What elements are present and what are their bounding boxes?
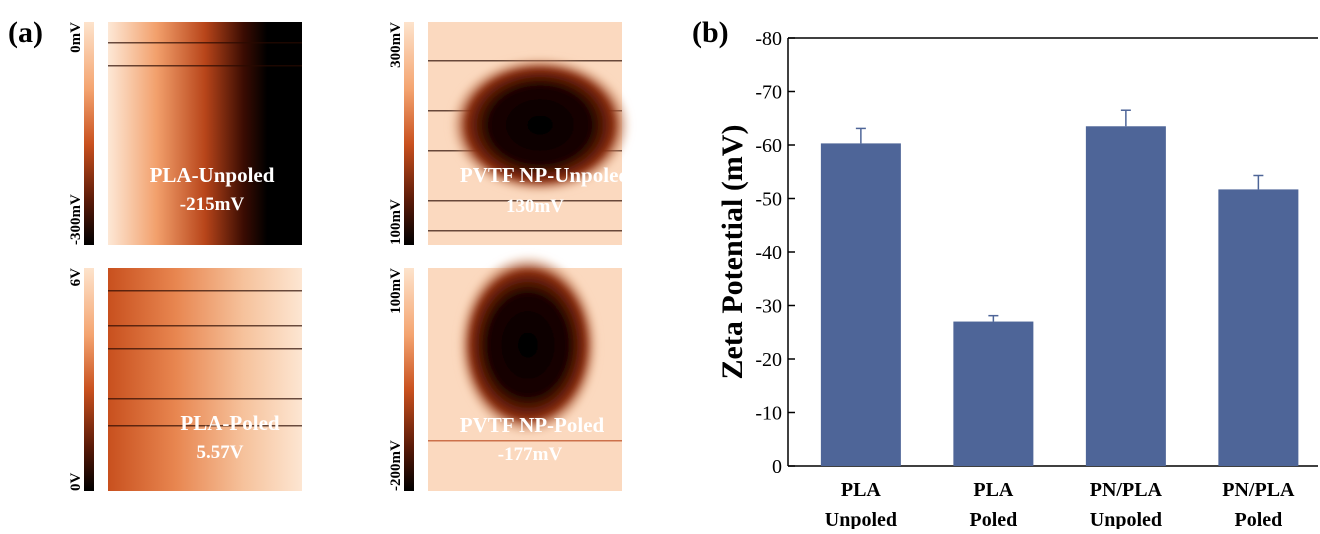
afm-image: 0mV -300mV PLA-Unpoled -215mV [68, 22, 302, 245]
bar [953, 321, 1034, 466]
image-value: -215mV [180, 194, 245, 215]
scan-line [108, 65, 302, 67]
x-tick-label: PLA [841, 479, 882, 501]
error-bar [1253, 174, 1264, 190]
y-tick-label: 0 [772, 456, 782, 478]
image-title: PVTF NP-Unpoled [460, 163, 630, 187]
x-tick-label: Poled [1234, 509, 1282, 529]
x-tick-label: PLA [973, 479, 1014, 501]
scale-min: -200mV [388, 440, 404, 491]
y-tick-label: -50 [755, 189, 782, 211]
scale-max: 300mV [388, 22, 404, 68]
colorbar [84, 22, 94, 245]
y-tick-label: -20 [755, 349, 782, 371]
scan-line [108, 348, 302, 350]
scan-line [108, 42, 302, 44]
x-tick-label: PN/PLA [1090, 479, 1163, 501]
image-bg [108, 22, 302, 245]
scan-line [108, 325, 302, 327]
afm-image: 100mV -200mV PVTF NP-Poled -177mV [388, 253, 622, 491]
panel-label: (b) [692, 16, 729, 49]
scan-line [108, 425, 302, 427]
scan-line [108, 398, 302, 400]
scale-min: 100mV [388, 199, 404, 245]
afm-image: 300mV 100mV PVTF NP-Unpoled 130mV [388, 22, 632, 245]
scan-line [428, 440, 622, 442]
bar [820, 143, 901, 466]
y-tick-label: -40 [755, 242, 782, 264]
colorbar [84, 268, 94, 491]
y-tick-label: -30 [755, 296, 782, 318]
error-bar [988, 314, 999, 322]
scan-line [428, 230, 622, 232]
x-tick-label: PN/PLA [1222, 479, 1295, 501]
scan-line [428, 200, 622, 202]
y-axis-label: Zeta Potential (mV) [716, 125, 749, 380]
y-tick-label: -10 [755, 403, 782, 425]
image-value: 5.57V [197, 442, 244, 463]
image-value: 130mV [506, 196, 564, 217]
scan-line [108, 290, 302, 292]
scale-max: 100mV [388, 268, 404, 314]
panel-a: (a) 0mV -300mV PLA-Unpoled -215mV 300mV 100mV P… [8, 16, 632, 491]
image-bg [108, 268, 302, 491]
image-title: PVTF NP-Poled [460, 413, 605, 437]
image-value: -177mV [498, 444, 563, 465]
colorbar [404, 268, 414, 491]
x-tick-label: Poled [969, 509, 1017, 529]
colorbar [404, 22, 414, 245]
dark-domain [456, 253, 600, 437]
panel-b: (b) 0 -10 -20 -30 -40 -50 -60 -70 -80 Zeta Potenti… [692, 16, 1318, 531]
x-tick-label: Unpoled [825, 509, 897, 529]
scale-max: 6V [68, 268, 84, 287]
x-tick-label: Unpoled [1090, 509, 1162, 529]
y-tick-label: -60 [755, 135, 782, 157]
image-title: PLA-Poled [180, 411, 279, 435]
panel-label: (a) [8, 16, 43, 49]
bar [1218, 189, 1299, 466]
error-bar [855, 127, 866, 144]
dark-domain [448, 55, 632, 195]
scale-max: 0mV [68, 22, 84, 53]
y-tick-label: -70 [755, 82, 782, 104]
scale-min: 0V [68, 473, 84, 492]
y-tick-label: -80 [755, 28, 782, 50]
bar [1085, 126, 1166, 467]
afm-image: 6V 0V PLA-Poled 5.57V [68, 268, 302, 491]
scale-min: -300mV [68, 194, 84, 245]
image-title: PLA-Unpoled [150, 163, 275, 187]
error-bar [1120, 109, 1131, 127]
